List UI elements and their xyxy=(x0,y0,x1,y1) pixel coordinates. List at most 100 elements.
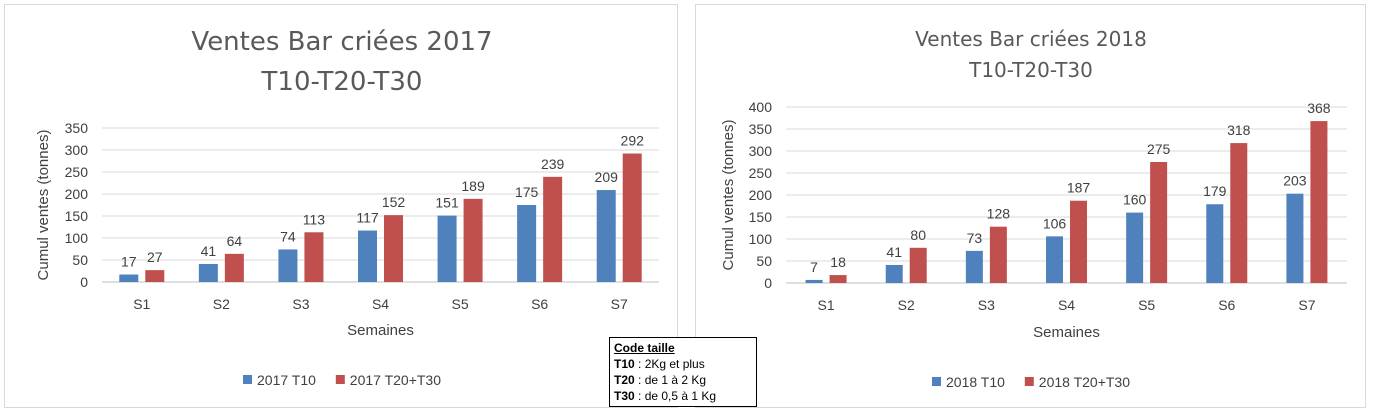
code-taille-code: T30 xyxy=(614,389,635,403)
bar xyxy=(829,275,847,283)
x-tick-label: S4 xyxy=(1058,297,1075,313)
bar xyxy=(1286,193,1304,283)
data-label: 41 xyxy=(886,244,902,260)
bar xyxy=(198,263,218,282)
code-taille-code: T10 xyxy=(614,357,635,371)
data-label: 187 xyxy=(1067,180,1091,196)
bar xyxy=(304,232,324,282)
bar xyxy=(596,190,616,282)
bar xyxy=(909,247,927,283)
bar xyxy=(278,249,298,282)
legend-swatch xyxy=(1024,377,1034,386)
data-label: 318 xyxy=(1227,122,1251,138)
data-label: 128 xyxy=(987,206,1011,222)
x-tick-label: S4 xyxy=(372,296,389,312)
x-tick-label: S2 xyxy=(213,296,230,312)
y-tick-label: 100 xyxy=(65,230,89,246)
y-tick-label: 0 xyxy=(80,274,88,290)
bar xyxy=(1070,200,1087,283)
y-tick-label: 150 xyxy=(749,209,773,225)
y-tick-label: 150 xyxy=(65,208,89,224)
data-label: 179 xyxy=(1203,183,1227,199)
bar xyxy=(1126,212,1144,283)
y-tick-label: 350 xyxy=(65,120,89,136)
data-label: 113 xyxy=(303,211,326,227)
data-label: 209 xyxy=(595,169,619,185)
data-label: 160 xyxy=(1123,192,1147,208)
data-label: 74 xyxy=(280,228,296,244)
bar xyxy=(965,250,983,283)
x-tick-label: S1 xyxy=(818,297,835,313)
chart-panel-2017: Ventes Bar criées 2017 T10-T20-T30 0 50 100 1… xyxy=(4,4,678,408)
x-tick-label: S5 xyxy=(1138,297,1155,313)
legend-label: 2018 T20+T30 xyxy=(1039,374,1130,390)
data-label: 106 xyxy=(1043,215,1067,231)
bar xyxy=(437,215,457,282)
x-tick-label: S7 xyxy=(611,296,628,312)
x-tick-label: S1 xyxy=(133,296,150,312)
chart-title: Ventes Bar criées 2018 xyxy=(915,27,1147,51)
data-label: 64 xyxy=(227,233,243,249)
code-taille-desc: : de 1 à 2 Kg xyxy=(634,373,707,387)
bar xyxy=(1310,121,1328,283)
code-taille-desc: : 2Kg et plus xyxy=(634,357,705,371)
legend-label: 2017 T20+T30 xyxy=(350,372,441,388)
data-label: 275 xyxy=(1147,141,1171,157)
code-taille-row: T30 : de 0,5 à 1 Kg xyxy=(614,388,752,404)
y-tick-label: 200 xyxy=(749,187,773,203)
y-tick-label: 300 xyxy=(749,143,773,159)
data-label: 239 xyxy=(541,156,565,172)
bar xyxy=(517,205,537,282)
chart-subtitle: T10-T20-T30 xyxy=(261,67,423,97)
x-tick-label: S2 xyxy=(898,297,915,313)
chart-2018-svg: Ventes Bar criées 2018 T10-T20-T30 0 50 100 1… xyxy=(720,27,1347,390)
code-taille-code: T20 xyxy=(614,373,635,387)
bar xyxy=(1046,236,1063,283)
y-tick-label: 350 xyxy=(749,121,773,137)
bar xyxy=(543,176,563,282)
bar xyxy=(1150,162,1168,283)
data-label: 203 xyxy=(1283,173,1307,189)
x-tick-label: S6 xyxy=(1218,297,1235,313)
x-axis-label: Semaines xyxy=(1033,324,1100,341)
bar xyxy=(358,230,377,282)
chart-subtitle: T10-T20-T30 xyxy=(968,58,1093,82)
data-label: 80 xyxy=(910,227,926,243)
y-axis-label: Cumul ventes (tonnes) xyxy=(720,120,737,271)
y-tick-label: 250 xyxy=(65,164,89,180)
y-tick-label: 200 xyxy=(65,186,89,202)
data-label: 18 xyxy=(830,254,846,270)
bar xyxy=(119,274,139,282)
y-tick-label: 300 xyxy=(65,142,89,158)
data-label: 73 xyxy=(967,230,983,246)
data-label: 189 xyxy=(461,178,485,194)
y-tick-label: 50 xyxy=(756,253,772,269)
x-tick-label: S3 xyxy=(978,297,995,313)
bar xyxy=(224,253,244,282)
legend-label: 2017 T10 xyxy=(257,372,316,388)
legend-label: 2018 T10 xyxy=(946,374,1005,390)
bar xyxy=(463,198,483,282)
bar xyxy=(805,279,823,283)
data-label: 27 xyxy=(147,249,163,265)
code-taille-desc: : de 0,5 à 1 Kg xyxy=(634,389,717,403)
x-tick-label: S6 xyxy=(531,296,548,312)
code-taille-box: Code taille T10 : 2Kg et plus T20 : de 1… xyxy=(609,337,757,407)
chart-title: Ventes Bar criées 2017 xyxy=(191,27,492,57)
data-label: 292 xyxy=(621,133,645,149)
data-label: 117 xyxy=(356,210,379,226)
legend-swatch xyxy=(335,375,345,384)
data-label: 151 xyxy=(435,195,459,211)
y-tick-label: 400 xyxy=(749,99,773,115)
y-tick-label: 0 xyxy=(764,275,772,291)
y-axis-label: Cumul ventes (tonnes) xyxy=(35,130,52,281)
data-label: 41 xyxy=(201,243,217,259)
x-tick-label: S3 xyxy=(292,296,309,312)
code-taille-row: T10 : 2Kg et plus xyxy=(614,356,752,372)
legend-swatch xyxy=(243,375,252,384)
bar xyxy=(384,215,403,282)
y-tick-label: 250 xyxy=(749,165,773,181)
data-label: 152 xyxy=(382,194,406,210)
code-taille-title: Code taille xyxy=(614,341,675,355)
code-taille-row: T20 : de 1 à 2 Kg xyxy=(614,372,752,388)
